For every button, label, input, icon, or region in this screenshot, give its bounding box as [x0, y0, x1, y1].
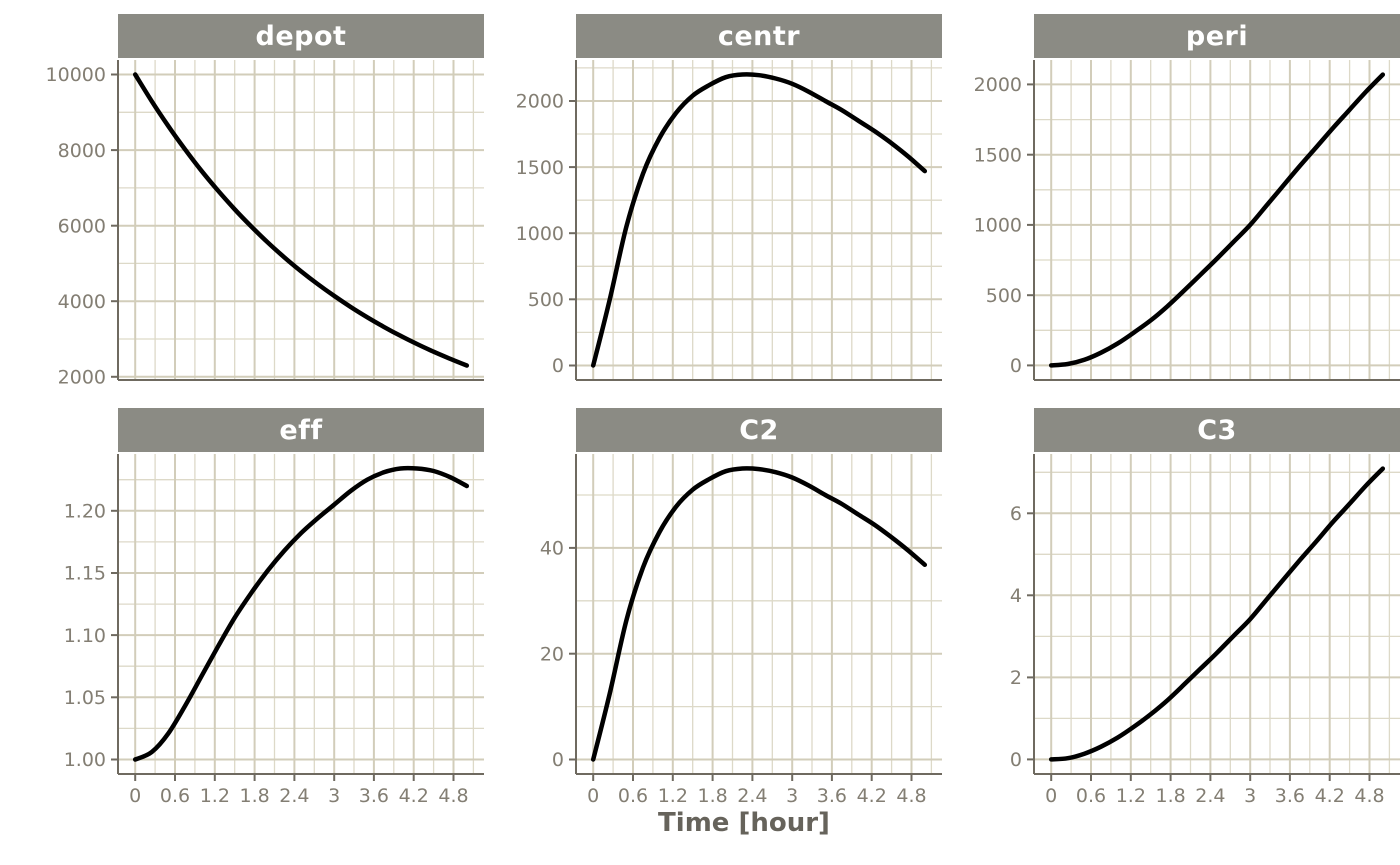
svg-text:8000: 8000 — [58, 140, 106, 162]
svg-text:1000: 1000 — [974, 215, 1022, 237]
svg-text:3: 3 — [786, 785, 798, 804]
facet-title: centr — [717, 20, 801, 52]
svg-text:0: 0 — [552, 355, 564, 377]
svg-text:3.6: 3.6 — [817, 785, 847, 804]
facet-title: depot — [255, 20, 347, 52]
svg-text:1500: 1500 — [516, 157, 564, 179]
panel-peri: peri 0 500 1000 1500 2000 — [946, 14, 1400, 384]
svg-text:1.8: 1.8 — [1155, 785, 1185, 804]
svg-text:10000: 10000 — [46, 64, 106, 86]
svg-text:2: 2 — [1010, 667, 1022, 689]
svg-text:0: 0 — [1045, 785, 1057, 804]
svg-text:1.8: 1.8 — [239, 785, 269, 804]
svg-text:20: 20 — [540, 643, 564, 665]
svg-text:40: 40 — [540, 538, 564, 560]
svg-text:1.15: 1.15 — [64, 563, 106, 585]
facet-grid: depot 2000 4000 6000 8000 10000 centr 0 500 10… — [30, 14, 1400, 804]
svg-text:2000: 2000 — [58, 366, 106, 384]
svg-text:4.8: 4.8 — [1354, 785, 1384, 804]
svg-text:0: 0 — [552, 749, 564, 771]
svg-text:1.8: 1.8 — [697, 785, 727, 804]
svg-text:0.6: 0.6 — [1076, 785, 1106, 804]
plot-area-eff: 1.00 1.05 1.10 1.15 1.20 0 0.6 1.2 1.8 2.4 3 3.6 4.2… — [64, 454, 484, 804]
svg-text:500: 500 — [528, 289, 564, 311]
svg-text:3: 3 — [1244, 785, 1256, 804]
svg-text:4: 4 — [1010, 585, 1022, 607]
svg-text:0: 0 — [1010, 355, 1022, 377]
svg-text:1.00: 1.00 — [64, 749, 106, 771]
svg-text:0.6: 0.6 — [618, 785, 648, 804]
plot-area-C2: 0 20 40 0 0.6 1.2 1.8 2.4 3 3.6 4.2 4.8 — [540, 454, 942, 804]
svg-text:1.20: 1.20 — [64, 500, 106, 522]
svg-text:6000: 6000 — [58, 215, 106, 237]
facet-strip-C2: C2 — [576, 408, 942, 452]
plot-area-peri: 0 500 1000 1500 2000 — [974, 60, 1400, 381]
plot-area-C3: 0 2 4 6 0 0.6 1.2 1.8 2.4 3 3.6 4.2 4.8 — [1010, 454, 1400, 804]
svg-text:0: 0 — [129, 785, 141, 804]
panel-depot: depot 2000 4000 6000 8000 10000 — [30, 14, 486, 384]
svg-text:2000: 2000 — [974, 74, 1022, 96]
svg-text:3: 3 — [328, 785, 340, 804]
svg-text:0: 0 — [587, 785, 599, 804]
svg-text:2.4: 2.4 — [279, 785, 309, 804]
svg-text:1.10: 1.10 — [64, 625, 106, 647]
panel-centr: centr 0 500 1000 1500 2000 — [488, 14, 944, 384]
facet-strip-peri: peri — [1034, 14, 1400, 58]
panel-eff: eff 1.00 1.05 1.10 1.15 1.20 0 0.6 1.2 1.8 2.4 3 3.… — [30, 408, 486, 804]
facet-strip-C3: C3 — [1034, 408, 1400, 452]
facet-strip-depot: depot — [118, 14, 484, 58]
svg-text:4.2: 4.2 — [399, 785, 429, 804]
svg-text:0.6: 0.6 — [160, 785, 190, 804]
svg-text:4.2: 4.2 — [857, 785, 887, 804]
svg-text:3.6: 3.6 — [359, 785, 389, 804]
svg-text:1.2: 1.2 — [1116, 785, 1146, 804]
panel-C3: C3 0 2 4 6 0 0.6 1.2 1.8 2.4 3 3.6 4.2 4.8 — [946, 408, 1400, 804]
svg-text:1000: 1000 — [516, 223, 564, 245]
svg-text:1.2: 1.2 — [200, 785, 230, 804]
svg-text:6: 6 — [1010, 503, 1022, 525]
svg-text:1.05: 1.05 — [64, 687, 106, 709]
svg-text:2000: 2000 — [516, 91, 564, 113]
svg-text:500: 500 — [986, 285, 1022, 307]
plot-area-centr: 0 500 1000 1500 2000 — [516, 60, 942, 381]
svg-text:0: 0 — [1010, 749, 1022, 771]
svg-text:2.4: 2.4 — [1195, 785, 1225, 804]
facet-strip-eff: eff — [118, 408, 484, 452]
svg-text:1500: 1500 — [974, 144, 1022, 166]
svg-text:1.2: 1.2 — [658, 785, 688, 804]
svg-text:3.6: 3.6 — [1275, 785, 1305, 804]
facet-title: peri — [1185, 20, 1249, 52]
panel-C2: C2 0 20 40 0 0.6 1.2 1.8 2.4 3 3.6 4.2 4.8 — [488, 408, 944, 804]
svg-text:4.2: 4.2 — [1315, 785, 1345, 804]
svg-text:4.8: 4.8 — [896, 785, 926, 804]
svg-text:4000: 4000 — [58, 291, 106, 313]
facet-title: C3 — [1197, 414, 1237, 446]
facet-title: C2 — [739, 414, 779, 446]
facet-title: eff — [279, 414, 323, 446]
svg-text:2.4: 2.4 — [737, 785, 767, 804]
plot-area-depot: 2000 4000 6000 8000 10000 — [46, 60, 484, 384]
svg-text:4.8: 4.8 — [438, 785, 468, 804]
facet-strip-centr: centr — [576, 14, 942, 58]
x-axis-title: Time [hour] — [658, 808, 830, 838]
